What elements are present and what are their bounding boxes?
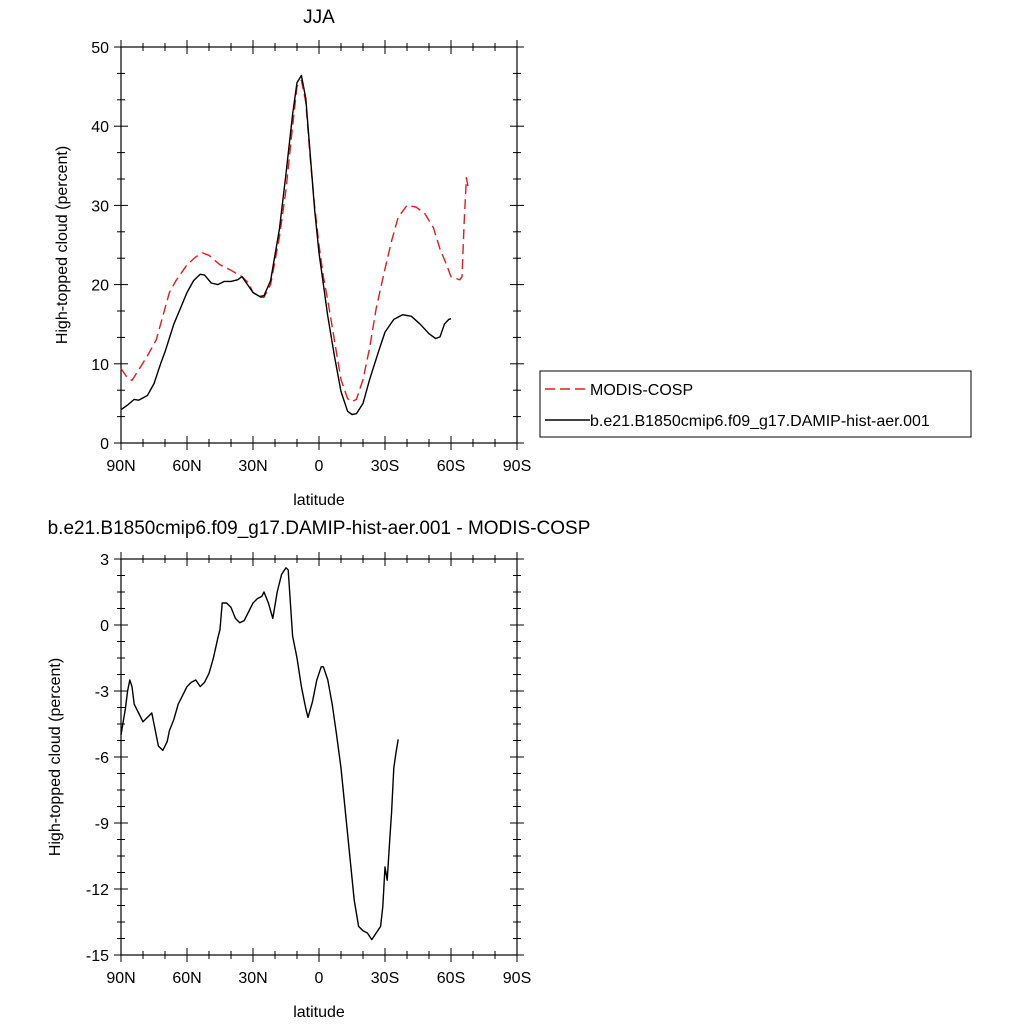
y-tick-label: 3 (100, 552, 109, 569)
top-y-axis-label: High-topped cloud (percent) (54, 146, 71, 344)
x-tick-label: 60S (437, 458, 465, 475)
y-tick-label: -12 (86, 882, 109, 899)
bottom-series (120, 567, 399, 941)
top-series (120, 74, 470, 416)
bottom-axis-ticks: 90N 60N 30N 0 30S 60S 90S -15 -12 -9 -6 -3 0 3 (86, 552, 531, 987)
bottom-panel-title: b.e21.B1850cmip6.f09_g17.DAMIP-hist-aer.… (48, 518, 591, 539)
y-tick-label: 0 (100, 618, 109, 635)
x-tick-label: 0 (315, 458, 324, 475)
y-tick-label: 0 (100, 436, 109, 453)
x-tick-label: 90S (503, 458, 531, 475)
x-tick-label: 60S (437, 970, 465, 987)
y-tick-label: -9 (95, 816, 109, 833)
legend: MODIS-COSP b.e21.B1850cmip6.f09_g17.DAMI… (539, 370, 972, 438)
x-tick-label: 60N (172, 970, 201, 987)
legend-label-model: b.e21.B1850cmip6.f09_g17.DAMIP-hist-aer.… (590, 413, 930, 430)
top-panel-title: JJA (303, 7, 335, 28)
series-line-0 (120, 79, 470, 403)
y-tick-label: -6 (95, 750, 109, 767)
y-tick-label: 30 (91, 198, 109, 215)
bottom-plot-frame (120, 558, 518, 956)
series-line-0 (120, 567, 399, 941)
y-tick-label: 10 (91, 357, 109, 374)
bottom-y-axis-label: High-topped cloud (percent) (47, 658, 64, 856)
legend-box (539, 370, 972, 438)
x-tick-label: 0 (315, 970, 324, 987)
y-tick-label: 50 (91, 40, 109, 57)
x-tick-label: 30N (238, 458, 267, 475)
y-tick-label: -15 (86, 948, 109, 965)
y-tick-label: -3 (95, 684, 109, 701)
x-tick-label: 60N (172, 458, 201, 475)
bottom-x-axis-label: latitude (293, 1004, 345, 1021)
series-line-1 (120, 74, 452, 416)
top-panel: JJA 90N 60N 30N 0 30S 60S 90S 0 10 20 30 40 50 latit… (54, 7, 531, 509)
x-tick-label: 30S (371, 970, 399, 987)
x-tick-label: 30S (371, 458, 399, 475)
x-tick-label: 90N (106, 970, 135, 987)
y-tick-label: 40 (91, 119, 109, 136)
top-x-axis-label: latitude (293, 492, 345, 509)
x-tick-label: 90N (106, 458, 135, 475)
x-tick-label: 30N (238, 970, 267, 987)
x-tick-label: 90S (503, 970, 531, 987)
top-axis-ticks: 90N 60N 30N 0 30S 60S 90S 0 10 20 30 40 50 (91, 40, 531, 475)
y-tick-label: 20 (91, 278, 109, 295)
bottom-panel: b.e21.B1850cmip6.f09_g17.DAMIP-hist-aer.… (47, 518, 590, 1021)
legend-label-modis: MODIS-COSP (590, 382, 693, 399)
